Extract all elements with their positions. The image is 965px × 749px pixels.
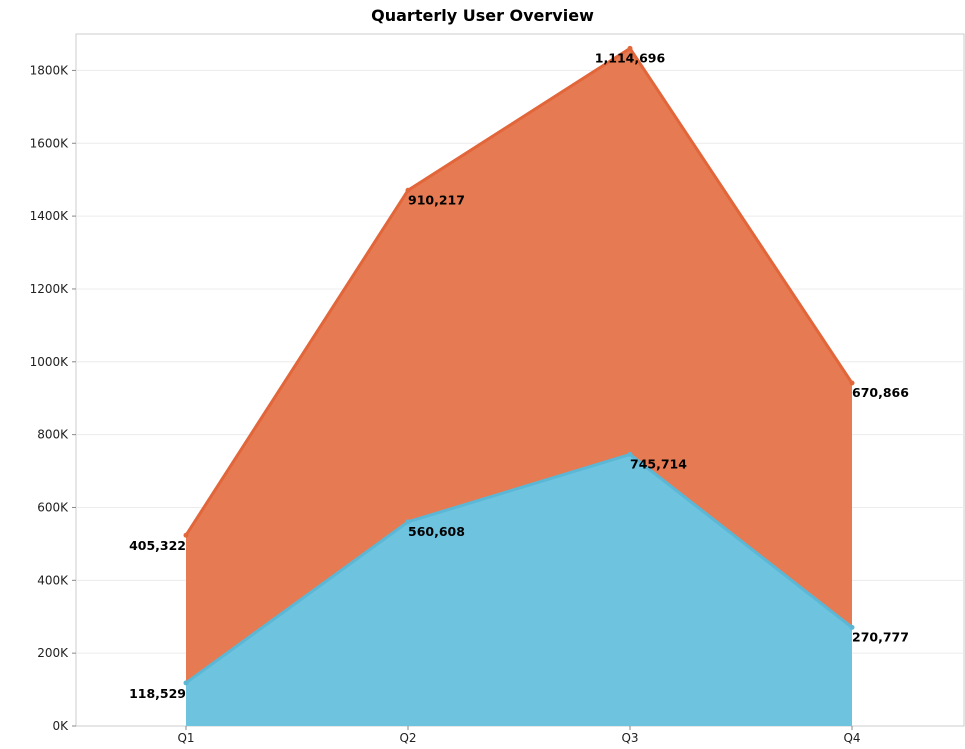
y-tick-label: 0K [52,719,69,733]
data-label: 560,608 [408,524,465,539]
data-point [849,380,855,386]
series-lines [183,45,855,686]
chart-title: Quarterly User Overview [371,6,594,25]
data-point [183,680,189,686]
y-tick-label: 200K [37,646,69,660]
y-axis-ticks: 0K 200K 400K 600K 800K 1000K 1200K 1400K 1600K 18… [30,63,76,733]
data-point [405,519,411,525]
series-area [186,48,852,683]
y-tick-label: 1800K [30,63,70,77]
y-tick-label: 800K [37,428,69,442]
data-label: 270,777 [852,629,909,644]
series-line [185,452,853,685]
y-tick-label: 1000K [30,355,70,369]
data-labels: 118,529 560,608 745,714 270,777 405,322 910,2… [129,50,909,700]
data-point [627,45,633,51]
x-tick-label: Q3 [621,731,638,745]
data-point [183,532,189,538]
y-tick-label: 1200K [30,282,70,296]
series-line [184,46,854,537]
y-tick-label: 1600K [30,136,70,150]
area-series [186,48,852,726]
data-label: 910,217 [408,192,465,207]
y-tick-label: 600K [37,500,69,514]
x-tick-label: Q1 [177,731,194,745]
data-point [849,624,855,630]
y-tick-label: 1400K [30,209,70,223]
series-area [186,454,852,726]
x-tick-label: Q4 [843,731,860,745]
x-tick-label: Q2 [399,731,416,745]
data-point [405,187,411,193]
data-label: 405,322 [129,538,186,553]
data-label: 118,529 [129,686,186,701]
data-point [627,451,633,457]
data-label: 670,866 [852,385,909,400]
x-axis-ticks: Q1 Q2 Q3 Q4 [177,726,861,745]
y-tick-label: 400K [37,573,69,587]
data-label: 745,714 [630,456,687,471]
data-label: 1,114,696 [595,50,666,65]
